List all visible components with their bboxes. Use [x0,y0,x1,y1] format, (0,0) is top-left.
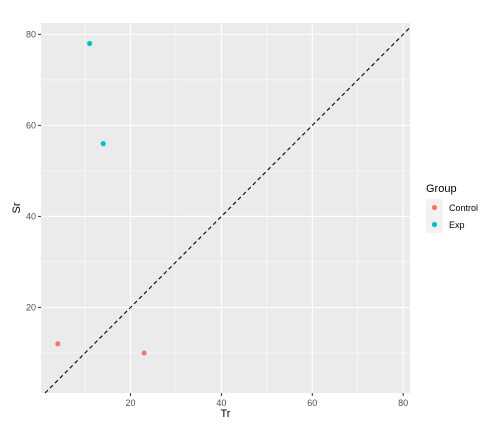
legend-label: Control [449,203,478,213]
y-axis-ticks: 20 40 60 80 [26,29,41,312]
major-gridlines [41,23,410,393]
x-tick-label: 60 [307,398,317,408]
legend-label: Exp [449,220,465,230]
plot-panel [41,23,410,393]
y-tick-label: 80 [26,29,36,39]
data-point-control [141,350,147,356]
x-tick-label: 80 [398,398,408,408]
legend-entries: Control Exp [426,199,478,233]
y-axis-title: Sr [11,202,23,213]
y-tick-label: 60 [26,120,36,130]
x-axis-ticks: 20 40 60 80 [126,393,408,408]
x-tick-label: 40 [216,398,226,408]
data-point-exp [87,40,93,47]
y-tick-label: 20 [26,302,36,312]
legend-title: Group [426,183,457,195]
minor-gridlines [41,23,410,393]
data-points [55,40,147,356]
legend: Group Control Exp [426,183,478,233]
legend-key-point [431,204,438,211]
data-point-control [55,341,61,347]
identity-reference-line [44,27,411,394]
y-tick-label: 40 [26,211,36,221]
x-axis-title: Tr [221,408,231,420]
x-tick-label: 20 [126,398,136,408]
data-point-exp [100,141,106,147]
legend-key-point [431,221,438,228]
